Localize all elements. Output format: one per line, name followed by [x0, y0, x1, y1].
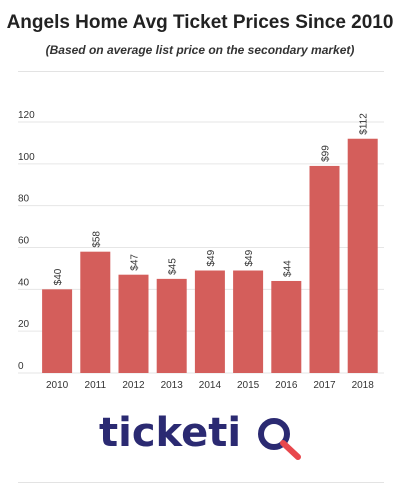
- data-label: $44: [282, 260, 293, 277]
- x-tick-label: 2018: [352, 380, 375, 391]
- divider-top: [18, 71, 384, 72]
- logo-wordmark: ticketi: [99, 410, 241, 456]
- y-tick-label: 120: [18, 110, 35, 121]
- y-tick-label: 40: [18, 277, 30, 288]
- ticketiq-logo: ticketi: [99, 410, 301, 460]
- logo-q-mark: [258, 418, 301, 460]
- bar: [271, 280, 302, 373]
- x-tick-label: 2017: [313, 380, 336, 391]
- bar: [347, 138, 378, 373]
- y-tick-label: 100: [18, 152, 35, 163]
- data-label: $49: [244, 249, 255, 266]
- bar: [194, 270, 225, 373]
- x-tick-label: 2016: [275, 380, 298, 391]
- data-label: $112: [359, 113, 370, 135]
- bar-chart: 0 20 40 60 80 100 120 $40 2010 $58 2011 $47 2012 $45 2…: [18, 110, 384, 391]
- x-tick-label: 2013: [161, 380, 184, 391]
- data-label: $47: [130, 254, 141, 271]
- chart-title: Angels Home Avg Ticket Prices Since 2010: [6, 12, 394, 33]
- x-tick-label: 2012: [122, 380, 145, 391]
- x-tick-label: 2014: [199, 380, 222, 391]
- bar: [309, 165, 340, 373]
- data-label: $45: [168, 258, 179, 275]
- bar: [80, 251, 111, 373]
- y-tick-label: 20: [18, 319, 30, 330]
- divider-bottom: [18, 482, 384, 483]
- chart-subtitle: (Based on average list price on the seco…: [45, 43, 355, 57]
- x-tick-label: 2011: [85, 380, 107, 391]
- y-tick-label: 0: [18, 361, 24, 372]
- bar: [42, 289, 73, 373]
- data-label: $49: [206, 249, 217, 266]
- bar: [156, 278, 187, 373]
- data-label: $99: [321, 145, 332, 162]
- x-tick-label: 2015: [237, 380, 260, 391]
- bar: [233, 270, 264, 373]
- y-tick-label: 80: [18, 194, 30, 205]
- bar: [118, 274, 149, 373]
- data-label: $40: [53, 268, 64, 285]
- y-tick-label: 60: [18, 236, 30, 247]
- x-tick-label: 2010: [46, 380, 69, 391]
- data-label: $58: [91, 231, 102, 248]
